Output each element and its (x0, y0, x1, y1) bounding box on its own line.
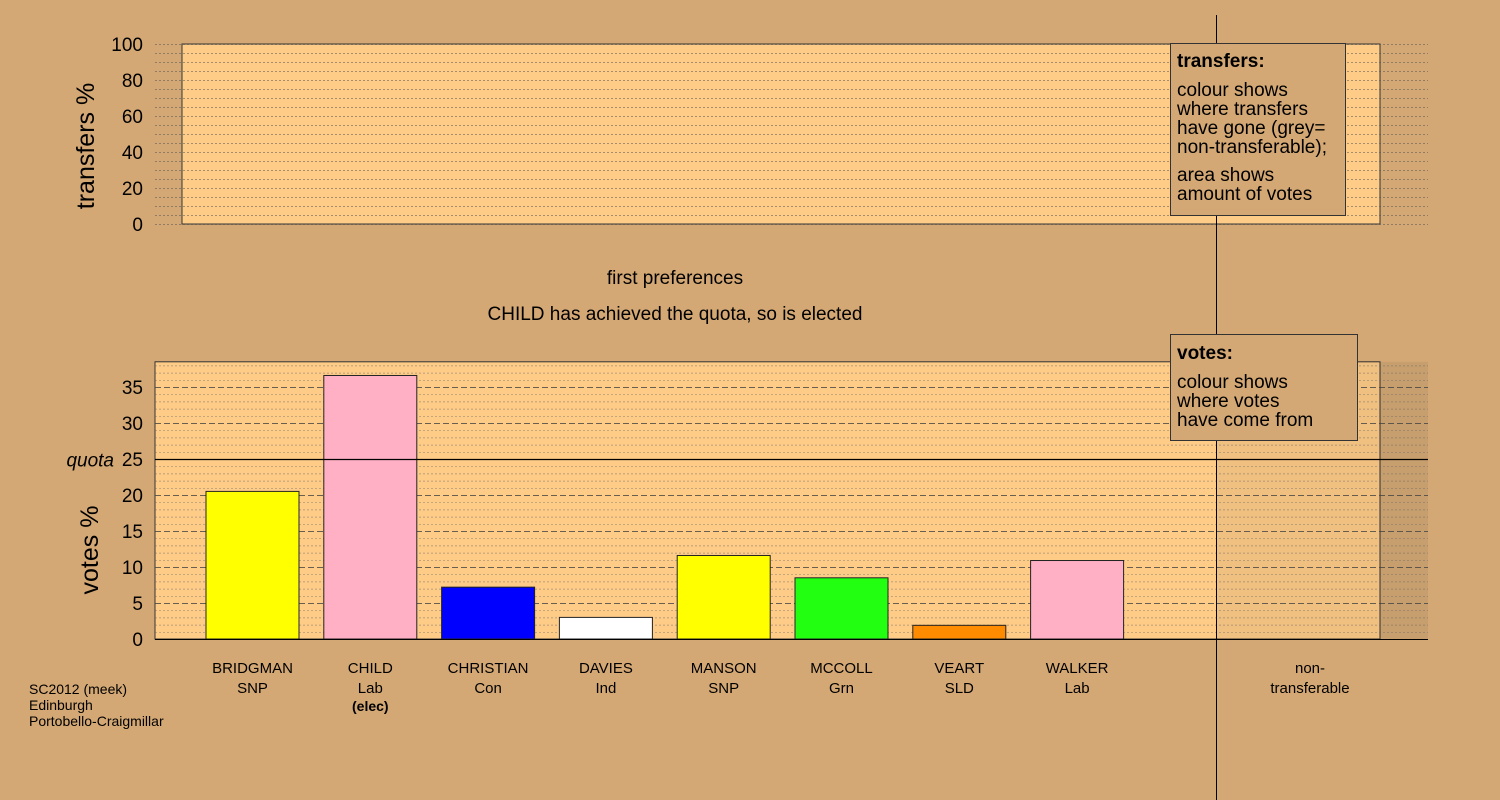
x-tick-label-name: VEART (934, 660, 984, 677)
chart-subtitle: CHILD has achieved the quota, so is elec… (488, 304, 863, 325)
y-tick-label: 60 (122, 107, 143, 128)
x-tick-label-party: Con (474, 680, 502, 697)
x-tick-label-party: Grn (829, 680, 854, 697)
x-tick-label-party: SNP (237, 680, 268, 697)
bar-child (323, 374, 418, 640)
legend-transfers-line: area shows (1177, 165, 1275, 186)
legend-transfers-line: have gone (grey= (1177, 118, 1326, 139)
y-tick-label: 100 (111, 35, 143, 56)
x-tick-label-nontransferable: non- (1295, 660, 1325, 677)
legend-votes-line: where votes (1177, 391, 1280, 412)
x-tick-label-nontransferable: transferable (1270, 680, 1349, 697)
footer-line: Portobello-Craigmillar (29, 713, 164, 729)
x-tick-label-party: Lab (1065, 680, 1090, 697)
x-tick-label-name: CHRISTIAN (448, 660, 529, 677)
y-axis-label: transfers % (72, 83, 100, 209)
bar-davies (558, 616, 653, 640)
y-tick-label: 30 (122, 414, 143, 435)
legend-transfers: transfers: colour shows where transfers … (1170, 43, 1346, 216)
chart-title: first preferences (607, 268, 743, 289)
legend-votes: votes: colour shows where votes have com… (1170, 334, 1358, 441)
bar-veart (912, 624, 1007, 640)
footer-line: Edinburgh (29, 697, 93, 713)
bar-manson (676, 554, 771, 640)
y-tick-label: 20 (122, 486, 143, 507)
bar-mccoll (794, 577, 889, 640)
x-tick-label-name: MANSON (691, 660, 757, 677)
x-tick-label-name: WALKER (1046, 660, 1109, 677)
x-axis-labels: BRIDGMANSNPCHILDLab(elec)CHRISTIANConDAV… (212, 660, 1350, 714)
quota-label: quota (66, 451, 114, 472)
y-tick-label: 0 (132, 215, 143, 236)
y-axis-label: votes % (76, 506, 104, 595)
legend-transfers-line: colour shows (1177, 80, 1288, 101)
x-tick-label-party: Ind (595, 680, 616, 697)
x-tick-label-note: (elec) (352, 698, 389, 714)
legend-votes-line: colour shows (1177, 372, 1288, 393)
y-tick-label: 0 (132, 630, 143, 651)
legend-votes-line: have come from (1177, 410, 1314, 431)
y-tick-label: 40 (122, 143, 143, 164)
x-tick-label-name: CHILD (348, 660, 393, 677)
x-tick-label-party: SLD (945, 680, 974, 697)
legend-transfers-line: amount of votes (1177, 184, 1313, 205)
bar-christian (441, 586, 536, 640)
footer-caption: SC2012 (meek) Edinburgh Portobello-Craig… (29, 681, 164, 729)
y-tick-label: 10 (122, 558, 143, 579)
x-tick-label-name: MCCOLL (810, 660, 873, 677)
x-tick-label-party: SNP (708, 680, 739, 697)
x-tick-label-name: BRIDGMAN (212, 660, 293, 677)
legend-transfers-line: non-transferable); (1177, 137, 1327, 158)
legend-votes-title: votes: (1177, 343, 1233, 364)
y-tick-label: 80 (122, 71, 143, 92)
y-tick-label: 5 (132, 594, 143, 615)
footer-line: SC2012 (meek) (29, 681, 128, 697)
y-tick-label: 20 (122, 179, 143, 200)
bar-bridgman (205, 490, 300, 640)
y-tick-label: 35 (122, 378, 143, 399)
x-tick-label-party: Lab (358, 680, 383, 697)
legend-transfers-line: where transfers (1177, 99, 1308, 120)
y-tick-label: 15 (122, 522, 143, 543)
legend-transfers-title: transfers: (1177, 51, 1265, 72)
y-tick-label: 25 (122, 450, 143, 471)
x-tick-label-name: DAVIES (579, 660, 633, 677)
bar-walker (1030, 560, 1125, 640)
